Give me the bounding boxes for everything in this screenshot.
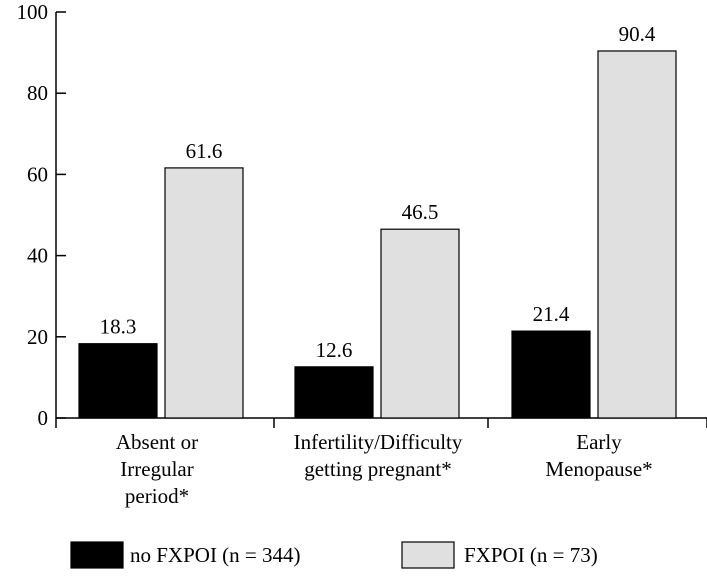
category-label: Menopause* (545, 457, 652, 481)
legend-label: no FXPOI (n = 344) (130, 543, 301, 567)
legend-swatch (70, 541, 124, 569)
y-axis: 0 20 40 60 80 100 (17, 0, 66, 430)
category-label: Early (576, 430, 622, 454)
bar-no-fxpoi (294, 366, 374, 419)
legend-label: FXPOI (n = 73) (464, 543, 598, 567)
y-tick-label: 20 (27, 325, 48, 349)
bar-fxpoi (164, 167, 244, 419)
bar-fxpoi (380, 228, 460, 419)
category-label: Absent or (116, 430, 198, 454)
y-tick-label: 40 (27, 244, 48, 268)
category-label: period* (125, 484, 189, 508)
y-tick-label: 0 (38, 406, 49, 430)
category-label: Infertility/Difficulty (294, 430, 463, 454)
y-tick-label: 80 (27, 81, 48, 105)
data-labels: 18.3 12.6 21.4 61.6 46.5 90.4 (100, 22, 656, 362)
y-tick-label: 60 (27, 162, 48, 186)
category-label: Irregular (120, 457, 193, 481)
category-labels: Absent or Irregular period* Infertility/Dif… (116, 430, 653, 508)
legend-swatch (401, 541, 455, 569)
bar-no-fxpoi (511, 330, 591, 419)
bar-value-label: 18.3 (100, 315, 137, 339)
bar-value-label: 46.5 (402, 200, 439, 224)
bar-no-fxpoi (78, 343, 158, 419)
bar-value-label: 21.4 (533, 302, 570, 326)
bar-value-label: 90.4 (619, 22, 656, 46)
legend: no FXPOI (n = 344) FXPOI (n = 73) (70, 541, 598, 569)
bars (78, 50, 677, 419)
x-axis (55, 417, 707, 428)
y-tick-label: 100 (17, 0, 49, 24)
bar-value-label: 61.6 (186, 139, 223, 163)
bar-fxpoi (597, 50, 677, 419)
category-label: getting pregnant* (304, 457, 452, 481)
bar-value-label: 12.6 (316, 338, 353, 362)
